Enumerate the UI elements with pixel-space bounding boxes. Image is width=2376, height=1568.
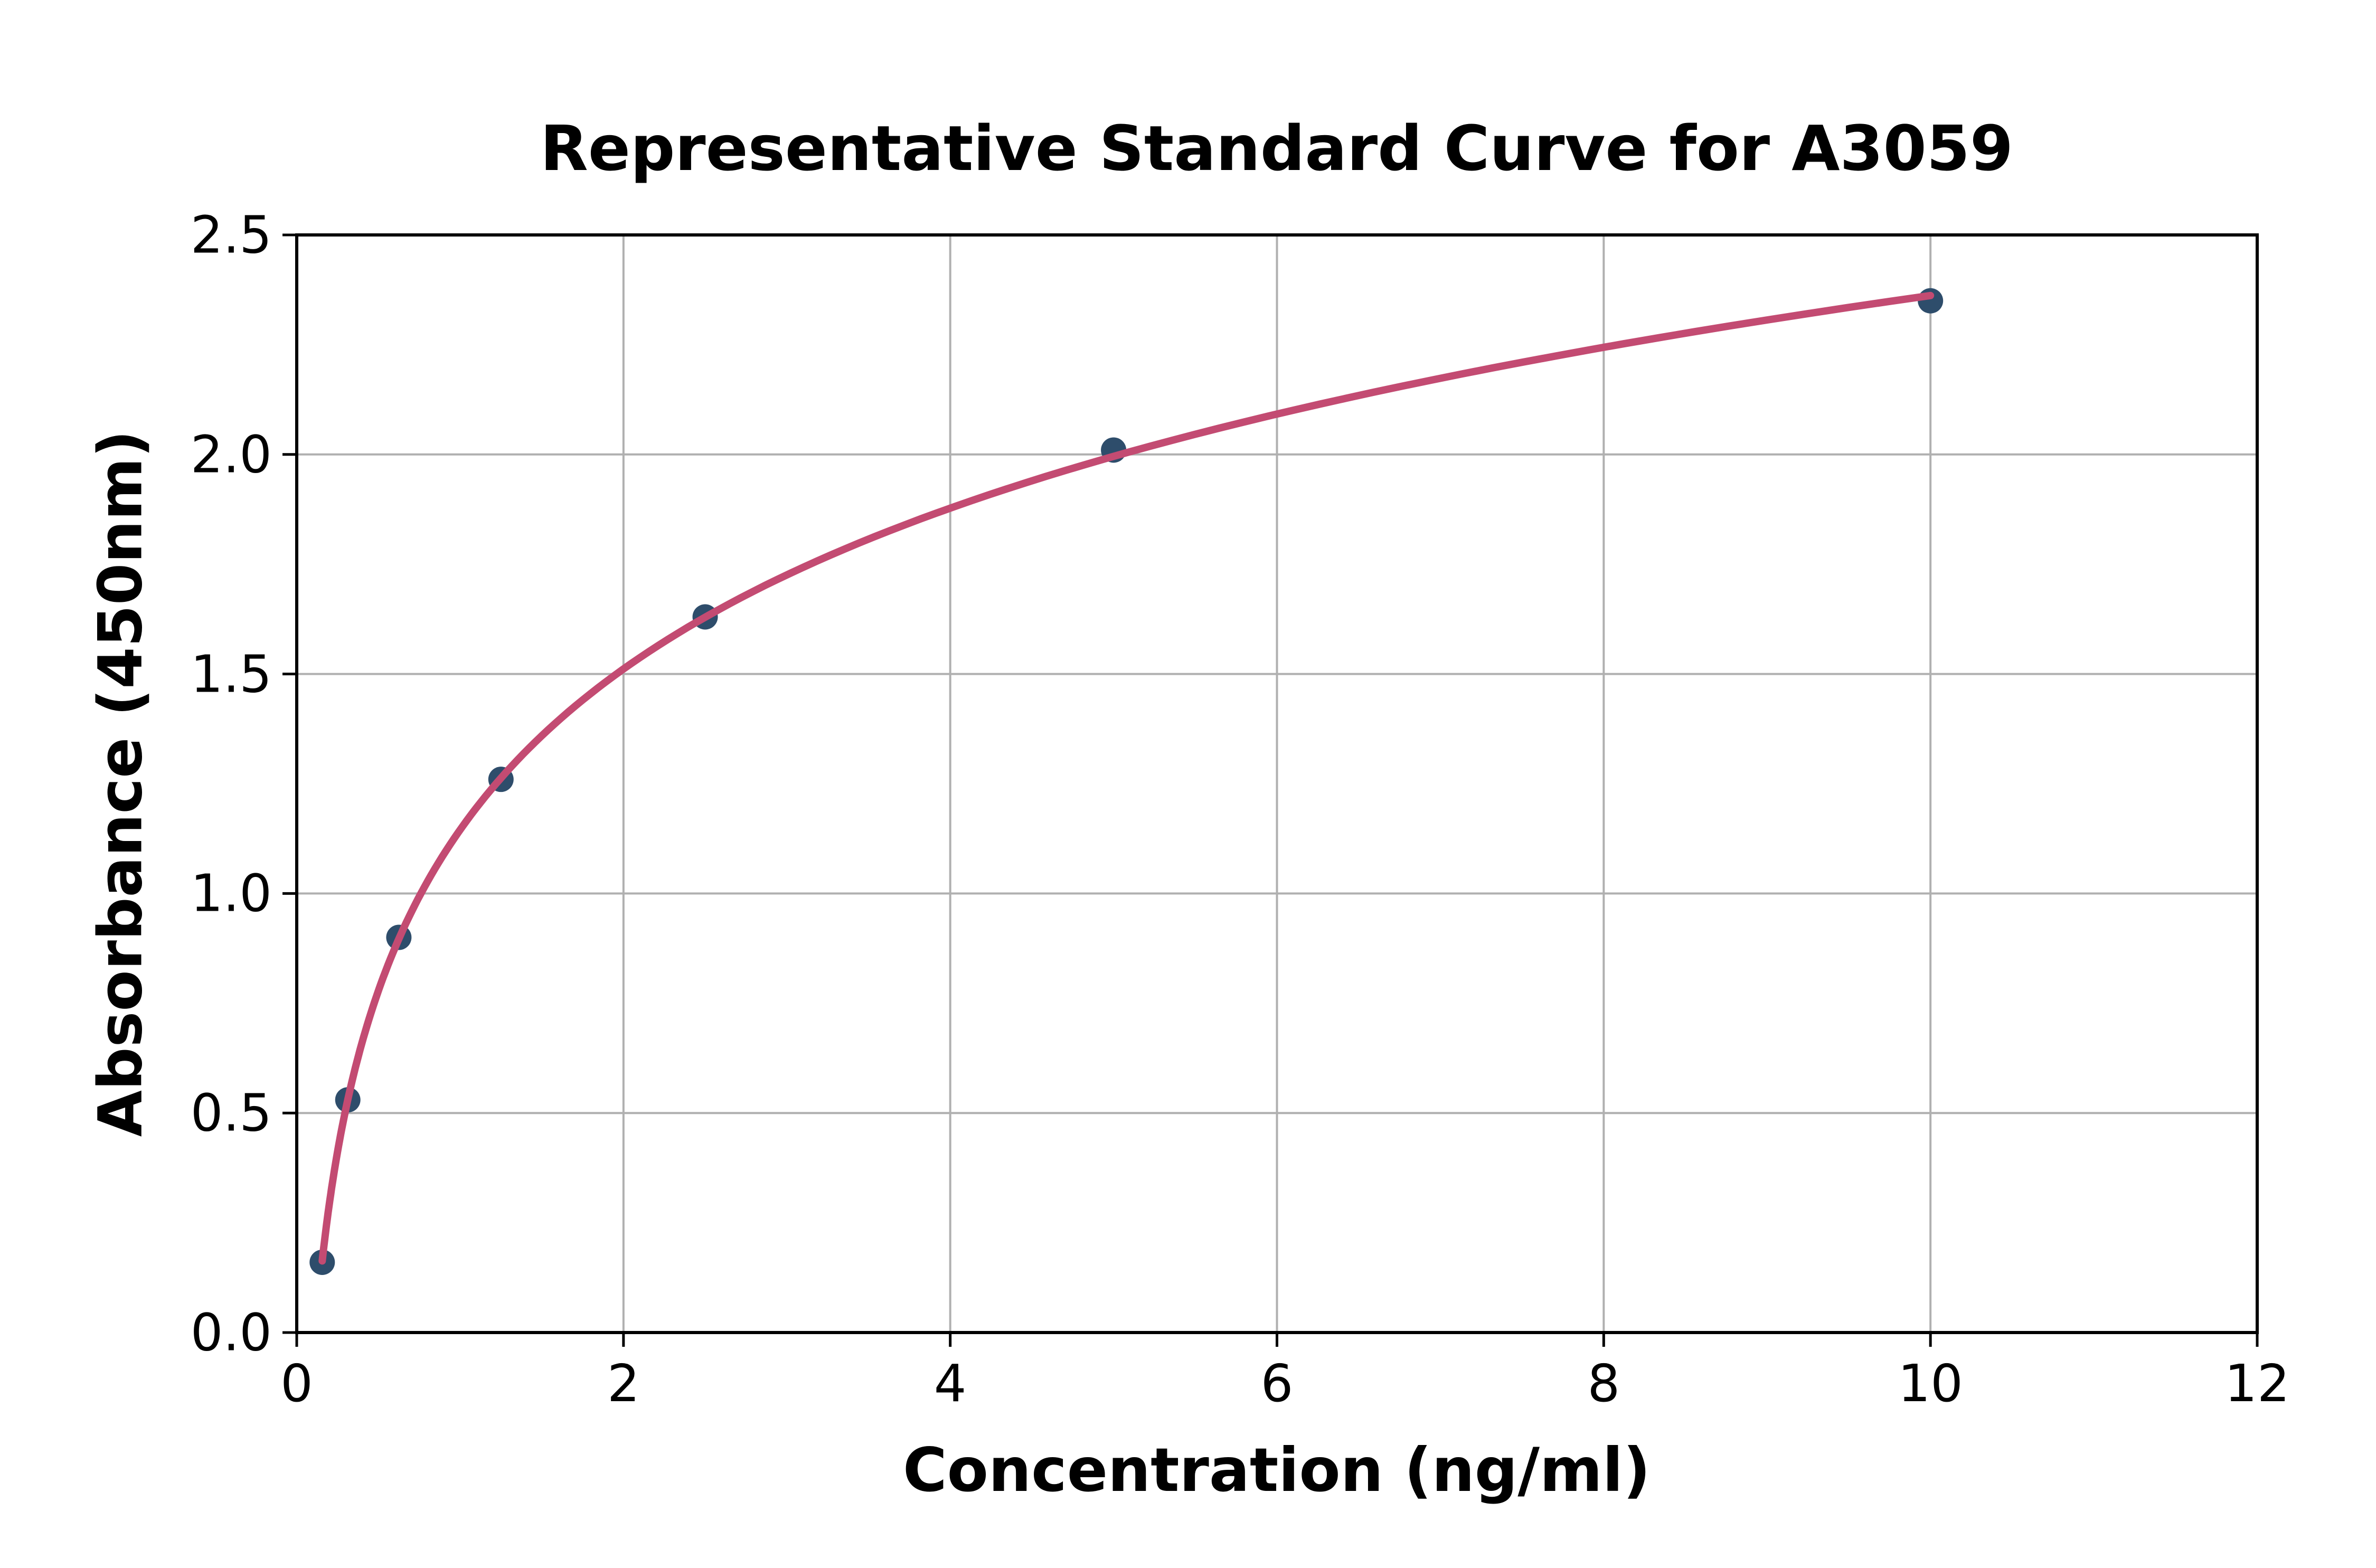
x-tick-label: 0 <box>280 1354 313 1413</box>
x-axis-label: Concentration (ng/ml) <box>902 1435 1651 1505</box>
data-points <box>309 288 1944 1275</box>
fit-curve <box>318 291 1935 1265</box>
x-tick-label: 10 <box>1898 1354 1963 1413</box>
tick-marks <box>282 233 2259 1347</box>
y-tick-label: 2.5 <box>190 205 272 265</box>
y-tick-label: 1.5 <box>190 644 272 704</box>
x-tick-label: 8 <box>1587 1354 1620 1413</box>
y-tick-label: 1.0 <box>190 863 272 923</box>
fit-curve-path <box>318 291 1935 1265</box>
y-tick-label: 0.0 <box>190 1302 272 1363</box>
chart-title: Representative Standard Curve for A3059 <box>540 112 2013 185</box>
x-tick-label: 6 <box>1260 1354 1294 1413</box>
y-tick-label: 0.5 <box>190 1083 272 1143</box>
x-tick-label: 12 <box>2224 1354 2290 1413</box>
x-tick-label: 4 <box>934 1354 967 1413</box>
x-tick-label: 2 <box>607 1354 640 1413</box>
gridlines <box>297 235 2257 1333</box>
y-tick-label: 2.0 <box>190 424 272 485</box>
